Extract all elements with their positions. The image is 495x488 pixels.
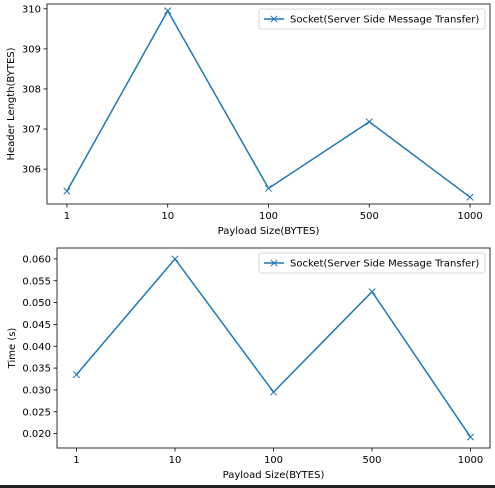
data-point-marker xyxy=(164,7,172,15)
x-tick-label: 100 xyxy=(264,455,283,466)
y-tick-label: 307 xyxy=(22,125,41,136)
x-tick-label: 500 xyxy=(362,455,381,466)
y-tick-label: 0.025 xyxy=(22,407,51,418)
legend-marker xyxy=(270,15,278,23)
legend-marker xyxy=(270,259,278,267)
y-tick-label: 0.020 xyxy=(22,429,51,440)
legend: Socket(Server Side Message Transfer) xyxy=(258,8,486,30)
data-point-marker xyxy=(171,255,179,263)
bottom-border xyxy=(0,485,495,488)
data-point-marker xyxy=(72,371,81,379)
data-point-marker xyxy=(368,288,376,296)
x-axis-label: Payload Size(BYTES) xyxy=(223,470,325,481)
chart-2: 0.020 0.025 0.030 0.035 0.040 0.045 0.050 0.055… xyxy=(7,247,491,481)
y-axis-label: Time (s) xyxy=(7,328,18,370)
legend-label: Socket(Server Side Message Transfer) xyxy=(290,15,479,26)
data-point-marker xyxy=(269,388,278,396)
x-tick-label: 500 xyxy=(360,211,379,222)
y-tick-label: 0.035 xyxy=(22,364,51,375)
data-point-marker xyxy=(466,193,474,201)
legend-label: Socket(Server Side Message Transfer) xyxy=(290,259,479,270)
plot-frame xyxy=(46,3,491,205)
y-axis-label: Header Length(BYTES) xyxy=(6,47,17,160)
series-line xyxy=(75,257,472,438)
data-point-marker xyxy=(63,187,71,195)
y-tick-label: 309 xyxy=(22,44,41,55)
x-tick-label: 1 xyxy=(64,211,70,222)
y-tick-label: 308 xyxy=(22,84,41,95)
y-tick-label: 0.045 xyxy=(22,320,51,331)
x-tick-label: 1000 xyxy=(457,211,482,222)
data-point-marker xyxy=(365,118,373,126)
y-tick-label: 0.055 xyxy=(22,276,51,287)
chart-1: 306 307 308 309 310 1 10 100 500 1000 Payload Size… xyxy=(6,3,491,237)
x-tick-label: 1000 xyxy=(458,455,483,466)
legend: Socket(Server Side Message Transfer) xyxy=(258,252,486,274)
x-tick-label: 10 xyxy=(169,455,182,466)
y-tick-label: 306 xyxy=(22,165,41,176)
series-line xyxy=(66,9,471,198)
x-tick-label: 10 xyxy=(161,211,174,222)
x-tick-label: 1 xyxy=(73,455,79,466)
y-tick-label: 0.050 xyxy=(22,298,51,309)
y-tick-label: 0.060 xyxy=(22,254,51,265)
y-tick-label: 0.030 xyxy=(22,385,51,396)
y-tick-label: 0.040 xyxy=(22,342,51,353)
x-tick-label: 100 xyxy=(259,211,278,222)
legend-box xyxy=(258,252,486,274)
data-point-marker xyxy=(264,184,273,192)
y-tick-label: 310 xyxy=(22,4,41,15)
plot-frame xyxy=(56,247,491,449)
x-axis-label: Payload Size(BYTES) xyxy=(218,226,320,237)
legend-box xyxy=(258,8,486,30)
data-point-marker xyxy=(466,433,475,441)
